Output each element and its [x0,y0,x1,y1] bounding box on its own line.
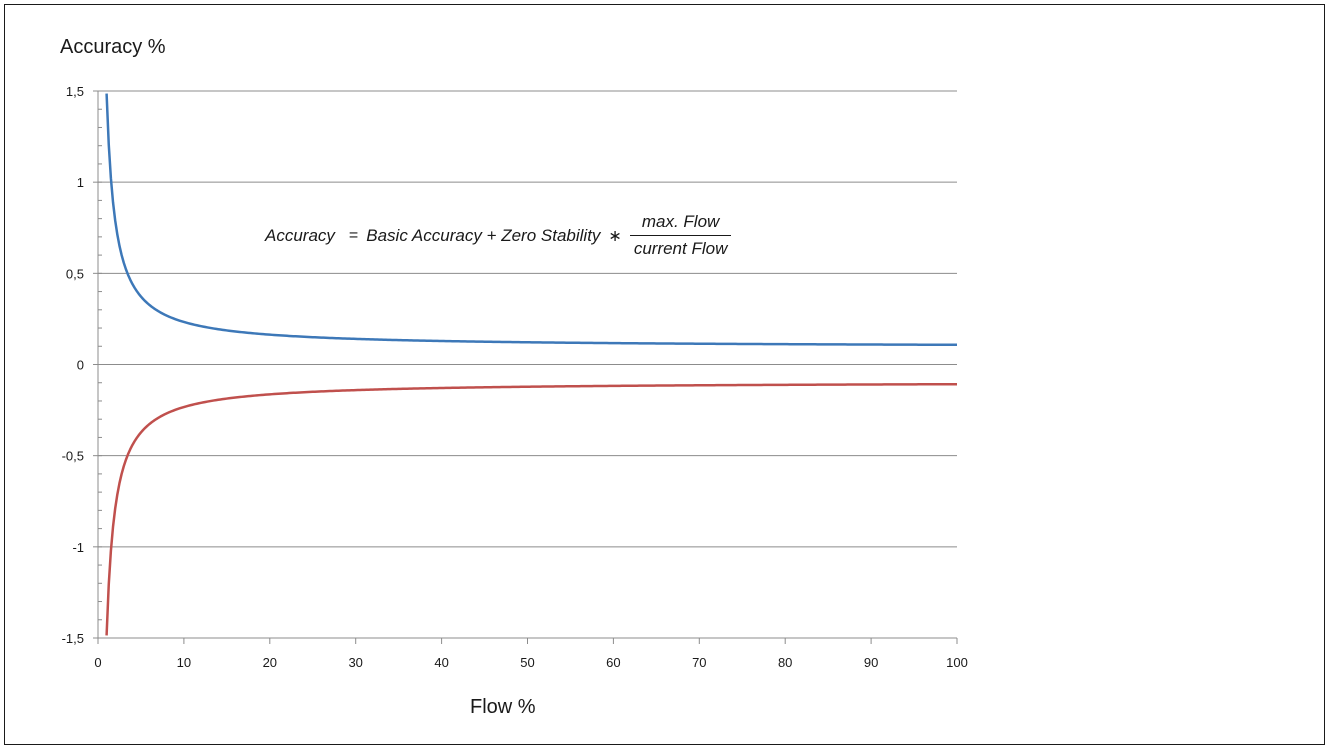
y-axis-title: Accuracy % [60,36,166,58]
y-tick-label: 0 [77,358,84,373]
formula-denominator: current Flow [629,235,732,259]
x-tick-label: 20 [263,655,277,670]
x-tick-label: 50 [520,655,534,670]
formula-equals: = [348,226,359,244]
x-axis-title: Flow % [470,696,536,718]
y-tick-label: -0,5 [62,449,84,464]
x-tick-label: 70 [692,655,706,670]
y-tick-label: 1 [77,175,84,190]
formula-numerator: max. Flow [641,212,720,231]
x-tick-label: 90 [864,655,878,670]
formula-fraction: max. Flow current Flow [629,212,732,259]
chart-frame [4,4,1325,745]
x-tick-label: 30 [348,655,362,670]
x-tick-label: 100 [946,655,968,670]
series-line-2 [105,382,958,636]
formula-times: ∗ [608,227,622,245]
y-tick-label: -1,5 [62,631,84,646]
grid-lines [98,90,957,639]
formula-rhs: Basic Accuracy + Zero Stability [366,225,601,245]
y-tick-label: 0,5 [66,266,84,281]
formula-lhs: Accuracy [265,225,335,245]
x-tick-label: 10 [177,655,191,670]
x-tick-label: 40 [434,655,448,670]
axes [93,90,958,644]
x-tick-label: 80 [778,655,792,670]
y-tick-label: 1,5 [66,84,84,99]
y-tick-label: -1 [72,540,84,555]
tick-labels: 1,5 1 0,5 0 -0,5 -1 -1,5 0 10 20 30 40 50 60 70 80 90 100 [62,84,968,670]
series-line-1 [105,93,958,347]
x-tick-label: 60 [606,655,620,670]
series-lines [105,93,958,636]
x-tick-label: 0 [94,655,101,670]
accuracy-formula: Accuracy = Basic Accuracy + Zero Stabili… [265,212,732,259]
